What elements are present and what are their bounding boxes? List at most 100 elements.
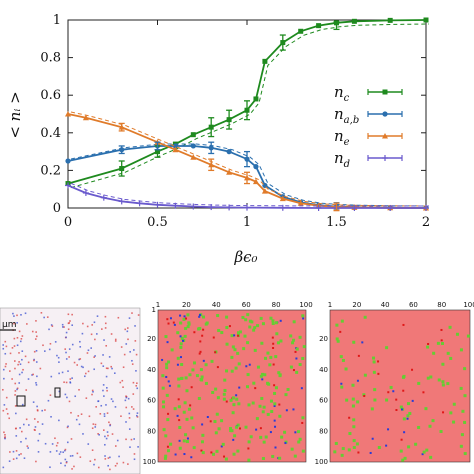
particle	[5, 396, 8, 399]
particle	[174, 453, 177, 456]
particle	[93, 356, 95, 358]
particle	[402, 417, 406, 421]
particle	[99, 412, 102, 415]
particle	[432, 351, 436, 355]
particle	[298, 437, 302, 441]
particle	[216, 314, 220, 318]
particle	[427, 342, 430, 345]
particle	[37, 451, 40, 453]
particle	[19, 340, 22, 343]
particle	[352, 446, 356, 450]
y-tick-label: 0.2	[40, 163, 61, 178]
particle	[135, 384, 138, 387]
legend-label-main: n	[334, 83, 344, 101]
particle	[25, 437, 27, 440]
particle	[247, 447, 250, 450]
legend-label-sub: c	[344, 93, 350, 104]
particle	[260, 396, 264, 400]
particle	[22, 368, 24, 371]
particle	[402, 374, 406, 378]
particle	[198, 315, 201, 318]
particle	[190, 416, 194, 420]
particle	[91, 393, 93, 396]
particle	[291, 341, 295, 345]
particle	[363, 394, 366, 397]
particle	[180, 336, 184, 340]
particle	[20, 314, 22, 316]
particle	[20, 441, 22, 443]
particle	[297, 430, 301, 434]
particle	[105, 367, 108, 370]
series-line-dashed	[70, 23, 430, 189]
particle	[21, 358, 23, 361]
particle	[109, 423, 112, 426]
particle	[230, 355, 234, 359]
particle	[200, 440, 204, 444]
particle	[193, 331, 196, 334]
particle	[48, 328, 50, 331]
particle	[269, 355, 273, 359]
particle	[392, 390, 395, 393]
particle	[11, 378, 13, 380]
particle	[399, 449, 403, 453]
data-point	[190, 154, 197, 160]
particle	[65, 461, 68, 464]
particle	[186, 313, 190, 317]
particle	[406, 414, 410, 418]
particle	[49, 466, 51, 469]
particle	[69, 382, 72, 384]
particle	[223, 455, 226, 458]
data-point	[279, 204, 286, 211]
particle	[204, 363, 208, 367]
particle	[65, 331, 68, 334]
data-point	[423, 17, 429, 23]
particle	[225, 315, 229, 319]
particle	[4, 437, 6, 440]
particle	[15, 427, 17, 430]
particle	[134, 340, 137, 342]
particle	[230, 369, 234, 373]
particle	[105, 344, 108, 347]
particle	[289, 365, 293, 369]
particle	[56, 442, 59, 444]
particle	[106, 389, 108, 392]
snapshot-2-particles	[161, 313, 306, 462]
particle	[116, 462, 118, 465]
particle	[61, 371, 64, 374]
particle	[167, 322, 170, 325]
particle	[13, 345, 16, 347]
particle	[9, 451, 11, 453]
particle	[173, 323, 176, 326]
particle	[236, 351, 240, 355]
particle	[58, 361, 60, 363]
particle	[65, 336, 67, 339]
data-point	[244, 204, 250, 211]
particle	[114, 406, 117, 408]
particle	[69, 455, 72, 457]
particle	[90, 347, 92, 349]
particle	[35, 349, 38, 352]
particle	[235, 397, 239, 401]
particle	[68, 400, 71, 403]
particle	[340, 319, 344, 323]
particle	[38, 433, 41, 435]
particle	[67, 313, 70, 316]
particle	[232, 452, 236, 456]
particle	[34, 338, 37, 340]
particle	[28, 424, 30, 426]
particle	[220, 331, 224, 335]
particle	[8, 460, 11, 462]
particle	[97, 432, 99, 435]
data-point	[226, 204, 233, 211]
particle	[122, 461, 125, 464]
particle	[237, 331, 241, 335]
particle	[199, 368, 203, 372]
particle	[71, 454, 74, 457]
particle	[128, 417, 131, 419]
particle	[104, 443, 106, 446]
particle	[192, 361, 196, 365]
top-tick-label: 60	[409, 301, 418, 309]
particle	[212, 452, 216, 456]
